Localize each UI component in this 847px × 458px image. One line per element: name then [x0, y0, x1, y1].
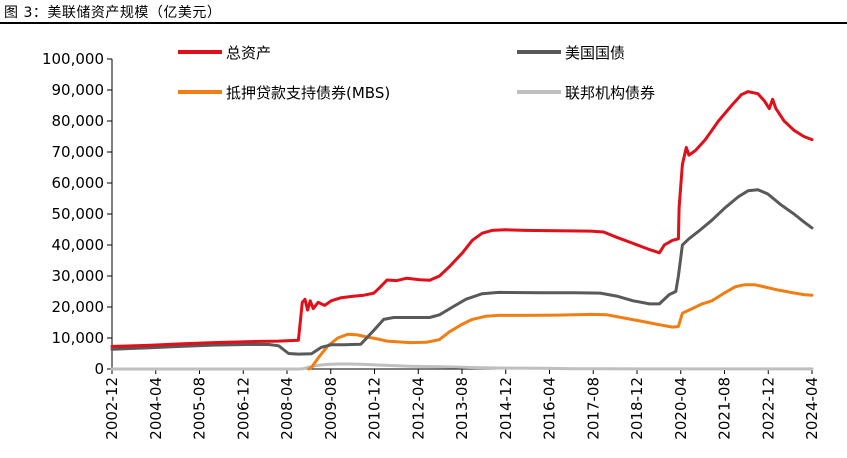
y-tick-label: 40,000: [52, 236, 105, 254]
x-tick-label: 2014-12: [497, 377, 515, 440]
y-tick-label: 70,000: [52, 143, 105, 161]
series-line-1: [110, 188, 814, 356]
title-rule: [0, 22, 847, 24]
x-tick-label: 2024-04: [803, 377, 821, 440]
legend-label-3: 联邦机构债券: [565, 84, 655, 102]
y-tick-label: 10,000: [52, 329, 105, 347]
legend-label-2: 抵押贷款支持债券(MBS): [226, 84, 390, 102]
y-tick-label: 100,000: [42, 50, 104, 68]
y-tick-label: 50,000: [52, 205, 105, 223]
y-tick-label: 30,000: [52, 267, 105, 285]
x-tick-label: 2018-12: [628, 377, 646, 440]
x-tick-label: 2006-12: [234, 377, 252, 440]
x-tick-label: 2016-04: [541, 377, 559, 440]
x-tick-label: 2022-12: [759, 377, 777, 440]
x-tick-label: 2004-04: [147, 377, 165, 440]
x-tick-label: 2017-08: [584, 377, 602, 440]
y-tick-label: 0: [94, 360, 104, 378]
x-tick-label: 2010-12: [366, 377, 384, 440]
legend-label-0: 总资产: [226, 44, 271, 62]
series-line-3: [110, 362, 814, 371]
x-tick-label: 2008-04: [278, 377, 296, 440]
legend-label-1: 美国国债: [565, 44, 625, 62]
x-tick-label: 2009-08: [322, 377, 340, 440]
x-tick-label: 2005-08: [191, 377, 209, 440]
y-tick-label: 80,000: [52, 112, 105, 130]
series-line-0: [110, 90, 814, 348]
y-tick-label: 60,000: [52, 174, 105, 192]
series-line-2: [307, 283, 814, 371]
x-tick-label: 2013-08: [453, 377, 471, 440]
x-tick-label: 2002-12: [103, 377, 121, 440]
y-tick-label: 90,000: [52, 81, 105, 99]
x-tick-label: 2012-04: [409, 377, 427, 440]
x-tick-label: 2020-04: [672, 377, 690, 440]
figure-title: 图 3：美联储资产规模（亿美元）: [4, 5, 222, 21]
y-tick-label: 20,000: [52, 298, 105, 316]
x-tick-label: 2021-08: [716, 377, 734, 440]
